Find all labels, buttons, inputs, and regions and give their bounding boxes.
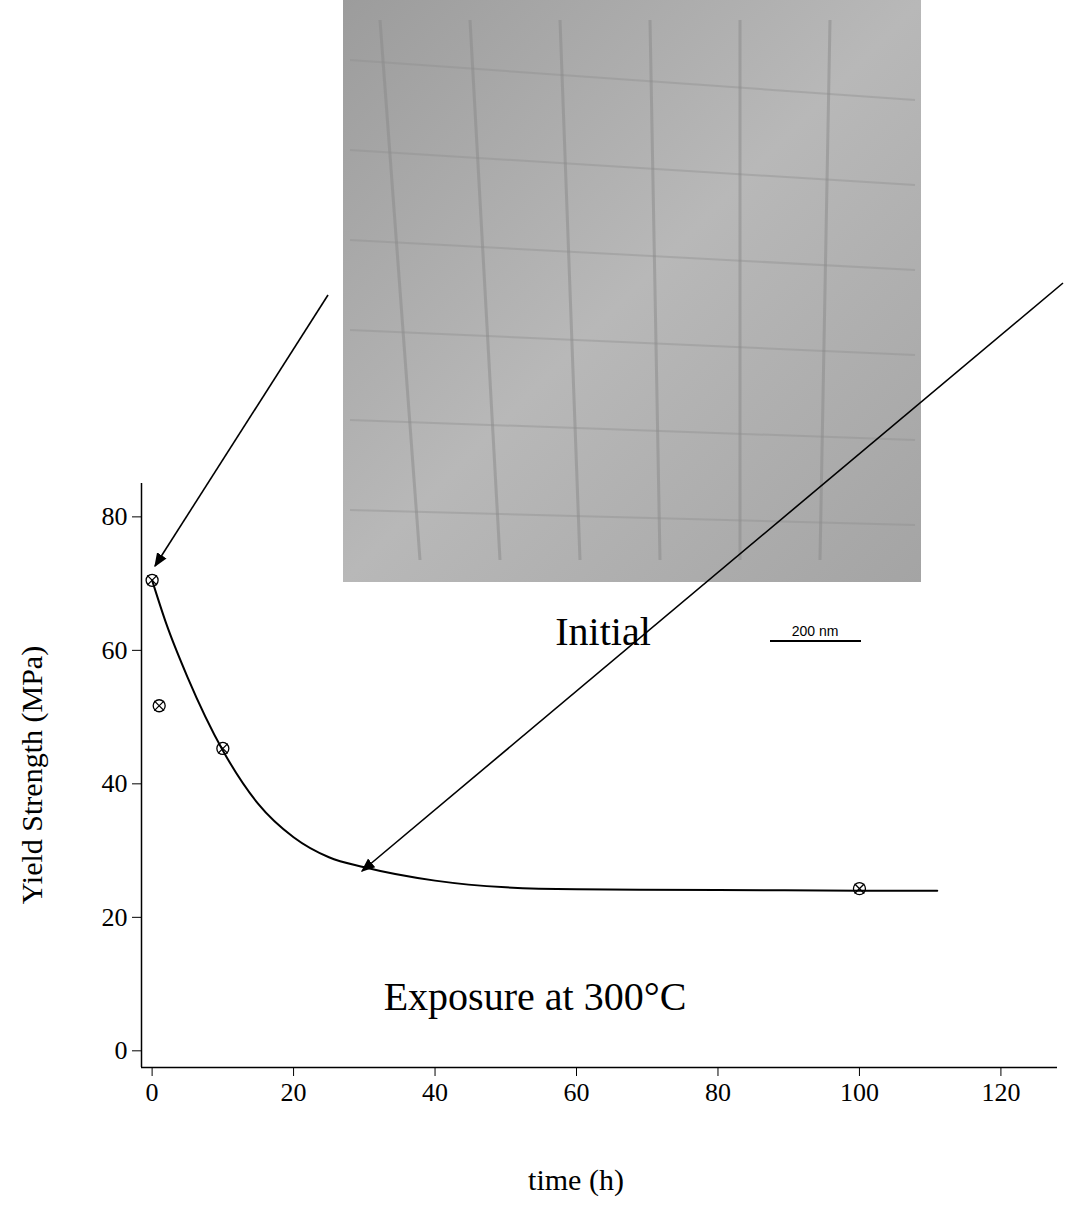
svg-text:120: 120 <box>981 1078 1020 1107</box>
svg-text:60: 60 <box>102 636 128 665</box>
svg-text:20: 20 <box>102 903 128 932</box>
svg-text:Yield Strength (MPa): Yield Strength (MPa) <box>15 646 49 904</box>
svg-text:60: 60 <box>564 1078 590 1107</box>
svg-text:100: 100 <box>840 1078 879 1107</box>
svg-text:0: 0 <box>146 1078 159 1107</box>
svg-text:40: 40 <box>102 769 128 798</box>
svg-text:Exposure at 300°C: Exposure at 300°C <box>384 974 687 1019</box>
svg-text:time (h): time (h) <box>528 1163 624 1197</box>
svg-text:0: 0 <box>115 1036 128 1065</box>
svg-text:80: 80 <box>705 1078 731 1107</box>
svg-text:20: 20 <box>281 1078 307 1107</box>
svg-text:80: 80 <box>102 502 128 531</box>
svg-text:200 nm: 200 nm <box>792 623 839 639</box>
svg-text:40: 40 <box>422 1078 448 1107</box>
svg-text:Initial: Initial <box>555 609 651 654</box>
